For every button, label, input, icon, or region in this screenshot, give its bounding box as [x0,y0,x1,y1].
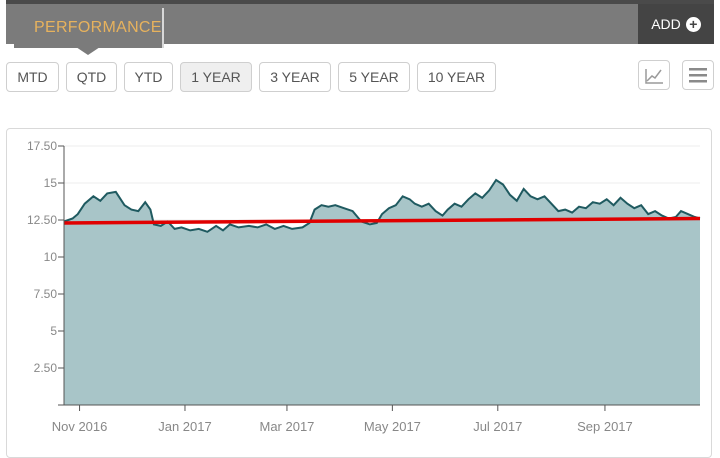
y-tick-label: 5 [50,324,57,338]
y-tick-label: 10 [44,250,58,264]
range-button-label: 10 YEAR [427,69,486,85]
y-tick-label: 12.50 [27,213,57,227]
line-chart-view-button[interactable] [638,60,670,90]
plus-circle-icon: + [685,16,701,32]
range-button-qtd[interactable]: QTD [66,62,117,92]
y-tick-label: 15 [44,176,58,190]
menu-icon [689,68,707,83]
reference-line [63,216,701,225]
x-tick-label: May 2017 [364,419,421,434]
x-tick-label: Nov 2016 [52,419,108,434]
add-button[interactable]: ADD + [638,4,714,44]
top-bar: PERFORMANCE [6,0,714,55]
y-tick-label: 7.50 [34,287,58,301]
range-button-label: QTD [76,69,107,85]
active-tab-pointer [76,47,100,55]
tab-performance[interactable]: PERFORMANCE [14,8,164,48]
range-button-label: MTD [17,69,48,85]
range-button-5-year[interactable]: 5 YEAR [338,62,410,92]
add-button-label: ADD [651,16,681,32]
x-tick-label: Sep 2017 [577,419,633,434]
x-tick-label: Jul 2017 [473,419,522,434]
range-button-10-year[interactable]: 10 YEAR [417,62,496,92]
y-tick-label: 17.50 [27,139,57,153]
table-view-button[interactable] [682,60,714,90]
line-chart-icon [645,69,663,84]
range-button-ytd[interactable]: YTD [124,62,173,92]
range-button-mtd[interactable]: MTD [6,62,59,92]
y-tick-label: 2.50 [34,361,58,375]
range-button-3-year[interactable]: 3 YEAR [259,62,331,92]
range-button-label: 3 YEAR [270,69,320,85]
range-button-1-year[interactable]: 1 YEAR [180,62,252,92]
price-area [64,180,700,405]
tab-performance-label: PERFORMANCE [34,19,162,36]
range-button-label: 1 YEAR [191,69,241,85]
x-tick-label: Jan 2017 [158,419,212,434]
range-button-label: 5 YEAR [349,69,399,85]
x-tick-label: Mar 2017 [259,419,314,434]
range-button-label: YTD [134,69,163,85]
